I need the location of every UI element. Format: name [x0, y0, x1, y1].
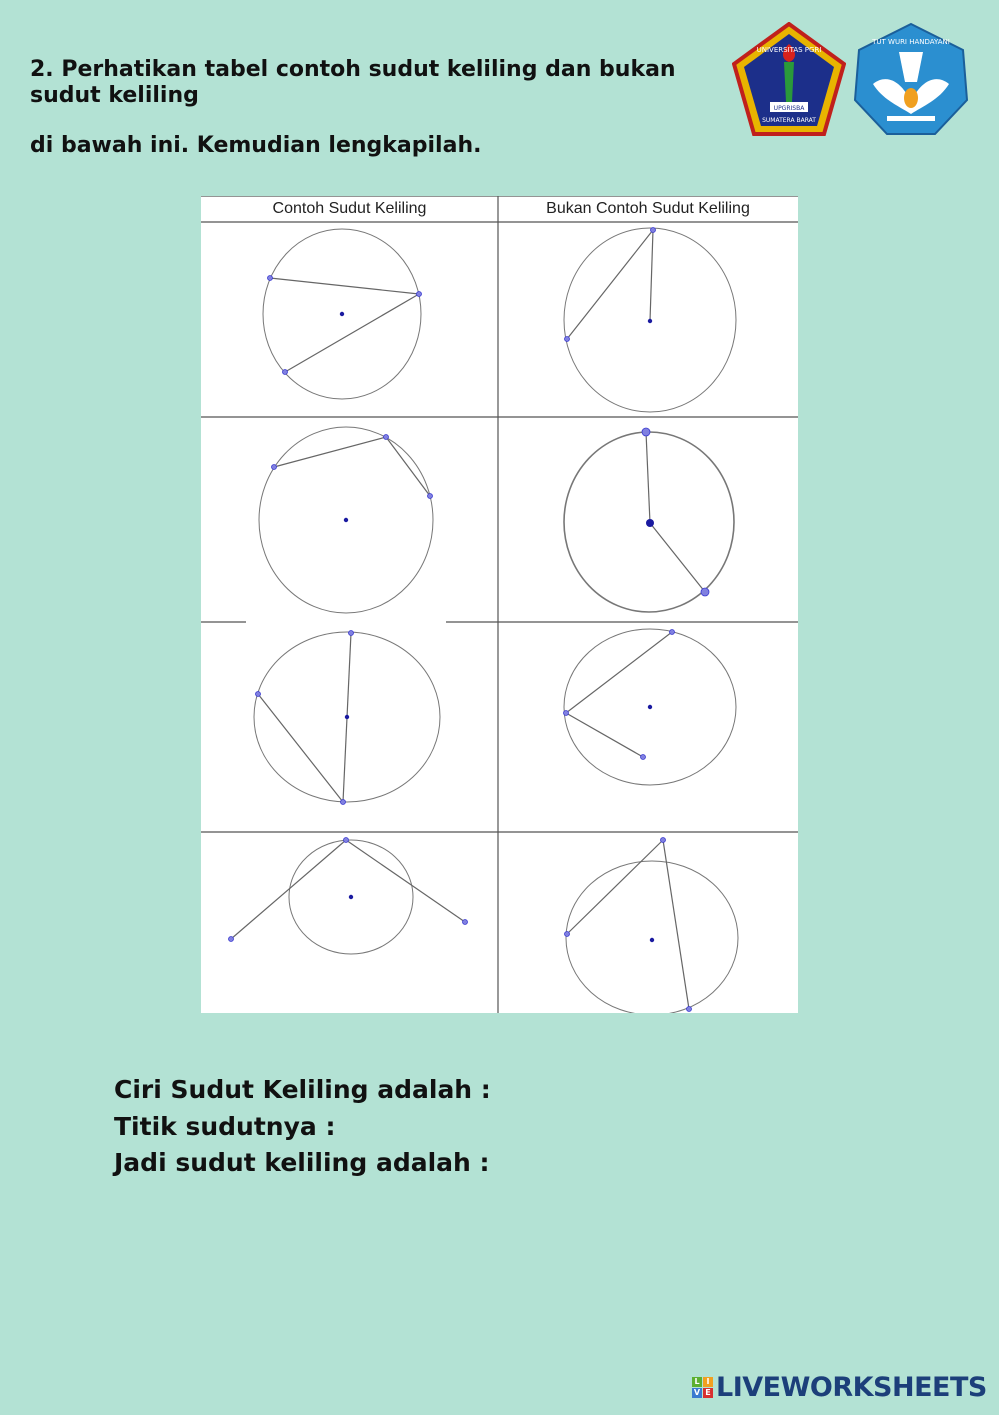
- header-contoh: Contoh Sudut Keliling: [272, 200, 427, 217]
- chord-line: [645, 431, 651, 524]
- question-line-3: di bawah ini. Kemudian lengkapilah.: [30, 133, 482, 158]
- point: [564, 931, 570, 937]
- point: [228, 936, 234, 942]
- point: [650, 227, 656, 233]
- chord-line: [257, 693, 344, 803]
- point: [427, 493, 433, 499]
- chord-line: [284, 293, 420, 373]
- chord-line: [566, 839, 664, 935]
- center-point: [343, 517, 349, 523]
- center-point: [646, 519, 654, 527]
- circle: [262, 228, 422, 400]
- point: [640, 754, 646, 760]
- answer-jadi: Jadi sudut keliling adalah :: [114, 1148, 490, 1177]
- point: [343, 837, 349, 843]
- svg-text:TUT WURI HANDAYANI: TUT WURI HANDAYANI: [871, 38, 950, 46]
- point: [669, 629, 675, 635]
- center-point: [647, 704, 653, 710]
- chord-line: [273, 436, 387, 468]
- chord-line: [649, 522, 706, 593]
- upgrisba-logo: UNIVERSITAS PGRI UPGRISBA SUMATERA BARAT: [732, 22, 846, 136]
- answer-titik: Titik sudutnya :: [114, 1112, 336, 1141]
- circle: [253, 631, 441, 803]
- svg-text:UNIVERSITAS PGRI: UNIVERSITAS PGRI: [757, 46, 822, 54]
- svg-text:SUMATERA BARAT: SUMATERA BARAT: [762, 117, 816, 124]
- question-line-1: 2. Perhatikan tabel contoh sudut kelilin…: [30, 57, 676, 82]
- point: [383, 434, 389, 440]
- chord-line: [649, 229, 654, 322]
- chord-line: [565, 631, 673, 714]
- point: [686, 1006, 692, 1012]
- point: [271, 464, 277, 470]
- point: [660, 837, 666, 843]
- circle: [563, 628, 737, 786]
- circle: [258, 426, 434, 614]
- point: [700, 587, 710, 597]
- tut-wuri-handayani-logo: TUT WURI HANDAYANI: [853, 22, 969, 135]
- point: [255, 691, 261, 697]
- chord-line: [565, 712, 644, 758]
- angle-examples-table: Contoh Sudut Keliling Bukan Contoh Sudut…: [201, 196, 798, 1013]
- circle-diagrams: [201, 196, 798, 1013]
- center-point: [649, 937, 655, 943]
- center-point: [348, 894, 354, 900]
- question-line-2: sudut keliling: [30, 83, 199, 108]
- chord-line: [230, 839, 347, 940]
- circle: [288, 839, 414, 955]
- circle: [565, 860, 739, 1013]
- svg-text:UPGRISBA: UPGRISBA: [774, 105, 806, 112]
- point: [462, 919, 468, 925]
- point: [641, 427, 651, 437]
- header-bukan-contoh: Bukan Contoh Sudut Keliling: [546, 200, 750, 217]
- chord-line: [566, 229, 654, 340]
- chord-line: [269, 277, 420, 295]
- point: [340, 799, 346, 805]
- point: [563, 710, 569, 716]
- center-point: [344, 714, 350, 720]
- chord-line: [662, 839, 690, 1010]
- point: [282, 369, 288, 375]
- answer-ciri: Ciri Sudut Keliling adalah :: [114, 1075, 491, 1104]
- brand-text: LIVEWORKSHEETS: [716, 1372, 987, 1403]
- chord-line: [385, 436, 431, 497]
- point: [564, 336, 570, 342]
- center-point: [647, 318, 653, 324]
- circle: [563, 227, 737, 413]
- chord-line: [345, 839, 466, 923]
- point: [416, 291, 422, 297]
- center-point: [339, 311, 345, 317]
- point: [348, 630, 354, 636]
- point: [267, 275, 273, 281]
